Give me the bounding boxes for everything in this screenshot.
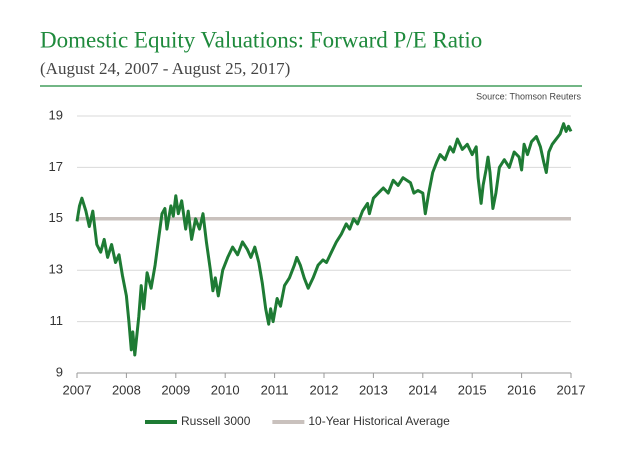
chart-subtitle: (August 24, 2007 - August 25, 2017): [40, 59, 290, 78]
x-tick-label: 2014: [408, 382, 437, 397]
y-tick-label: 9: [56, 364, 63, 379]
x-tick-label: 2013: [359, 382, 388, 397]
x-tick-label: 2011: [261, 382, 289, 397]
x-tick-label: 2010: [211, 382, 240, 397]
legend-label: Russell 3000: [181, 414, 251, 428]
y-tick-label: 15: [49, 210, 63, 225]
chart-title: Domestic Equity Valuations: Forward P/E …: [40, 27, 482, 52]
y-tick-label: 13: [49, 262, 63, 277]
x-tick-label: 2015: [458, 382, 487, 397]
x-tick-label: 2008: [112, 382, 141, 397]
y-tick-label: 19: [49, 107, 63, 122]
series-line: [75, 122, 573, 357]
y-tick-label: 11: [50, 313, 64, 328]
legend-label: 10-Year Historical Average: [308, 414, 450, 428]
x-tick-label: 2009: [161, 382, 190, 397]
x-tick-label: 2017: [557, 382, 586, 397]
x-tick-label: 2007: [63, 382, 92, 397]
y-tick-label: 17: [49, 159, 63, 174]
x-tick-label: 2012: [310, 382, 339, 397]
x-tick-label: 2016: [507, 382, 536, 397]
source-note: Source: Thomson Reuters: [476, 91, 581, 101]
